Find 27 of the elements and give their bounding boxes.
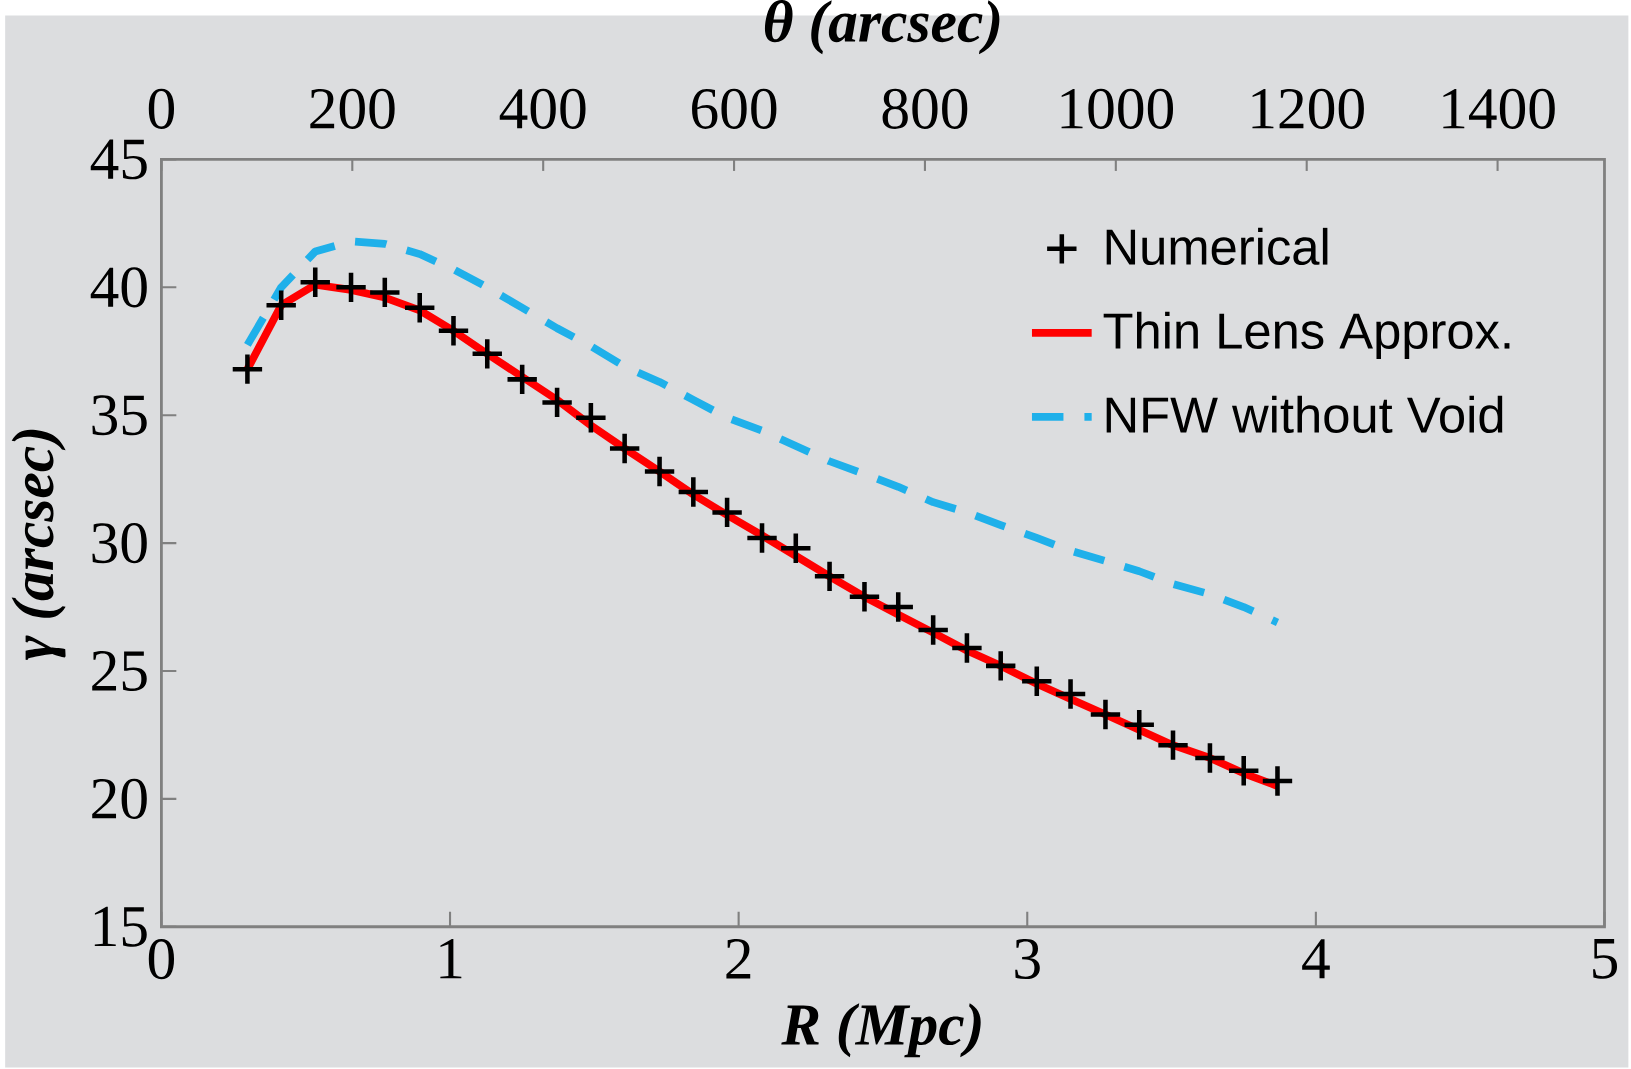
x-tick-label: 0	[148, 939, 175, 980]
y-tick-label: 45	[90, 139, 147, 180]
x-tick-label: 3	[1015, 939, 1040, 980]
x2-axis-title: θ (arcsec)	[764, 0, 1000, 55]
y-tick-label: 20	[92, 778, 147, 820]
x-tick-label: 4	[1302, 939, 1330, 979]
y-tick-label: 35	[92, 395, 147, 436]
x-tick-label: 5	[1593, 939, 1618, 979]
x2-tick-label: 0	[148, 88, 175, 129]
x2-tick-label: 400	[499, 88, 586, 129]
x-tick-label: 1	[440, 939, 462, 979]
legend-label: Thin Lens Approx.	[1103, 311, 1510, 360]
x2-tick-label: 1400	[1443, 88, 1555, 129]
legend-label: Numerical	[1106, 227, 1328, 266]
x2-tick-label: 600	[692, 88, 777, 129]
legend-label: NFW without Void	[1106, 395, 1503, 434]
x2-tick-label: 200	[310, 88, 395, 129]
x2-tick-label: 1000	[1061, 88, 1174, 129]
y-tick-label: 40	[90, 267, 147, 308]
y-axis-title: γ (arcsec)	[11, 429, 66, 661]
x-tick-label: 2	[726, 939, 751, 979]
y-tick-label: 30	[92, 523, 147, 564]
x2-tick-label: 1200	[1252, 88, 1364, 129]
y-tick-label: 25	[92, 651, 147, 692]
x2-tick-label: 800	[882, 88, 968, 129]
y-tick-label: 15	[94, 906, 147, 947]
x-axis-title: R (Mpc)	[781, 1003, 981, 1058]
